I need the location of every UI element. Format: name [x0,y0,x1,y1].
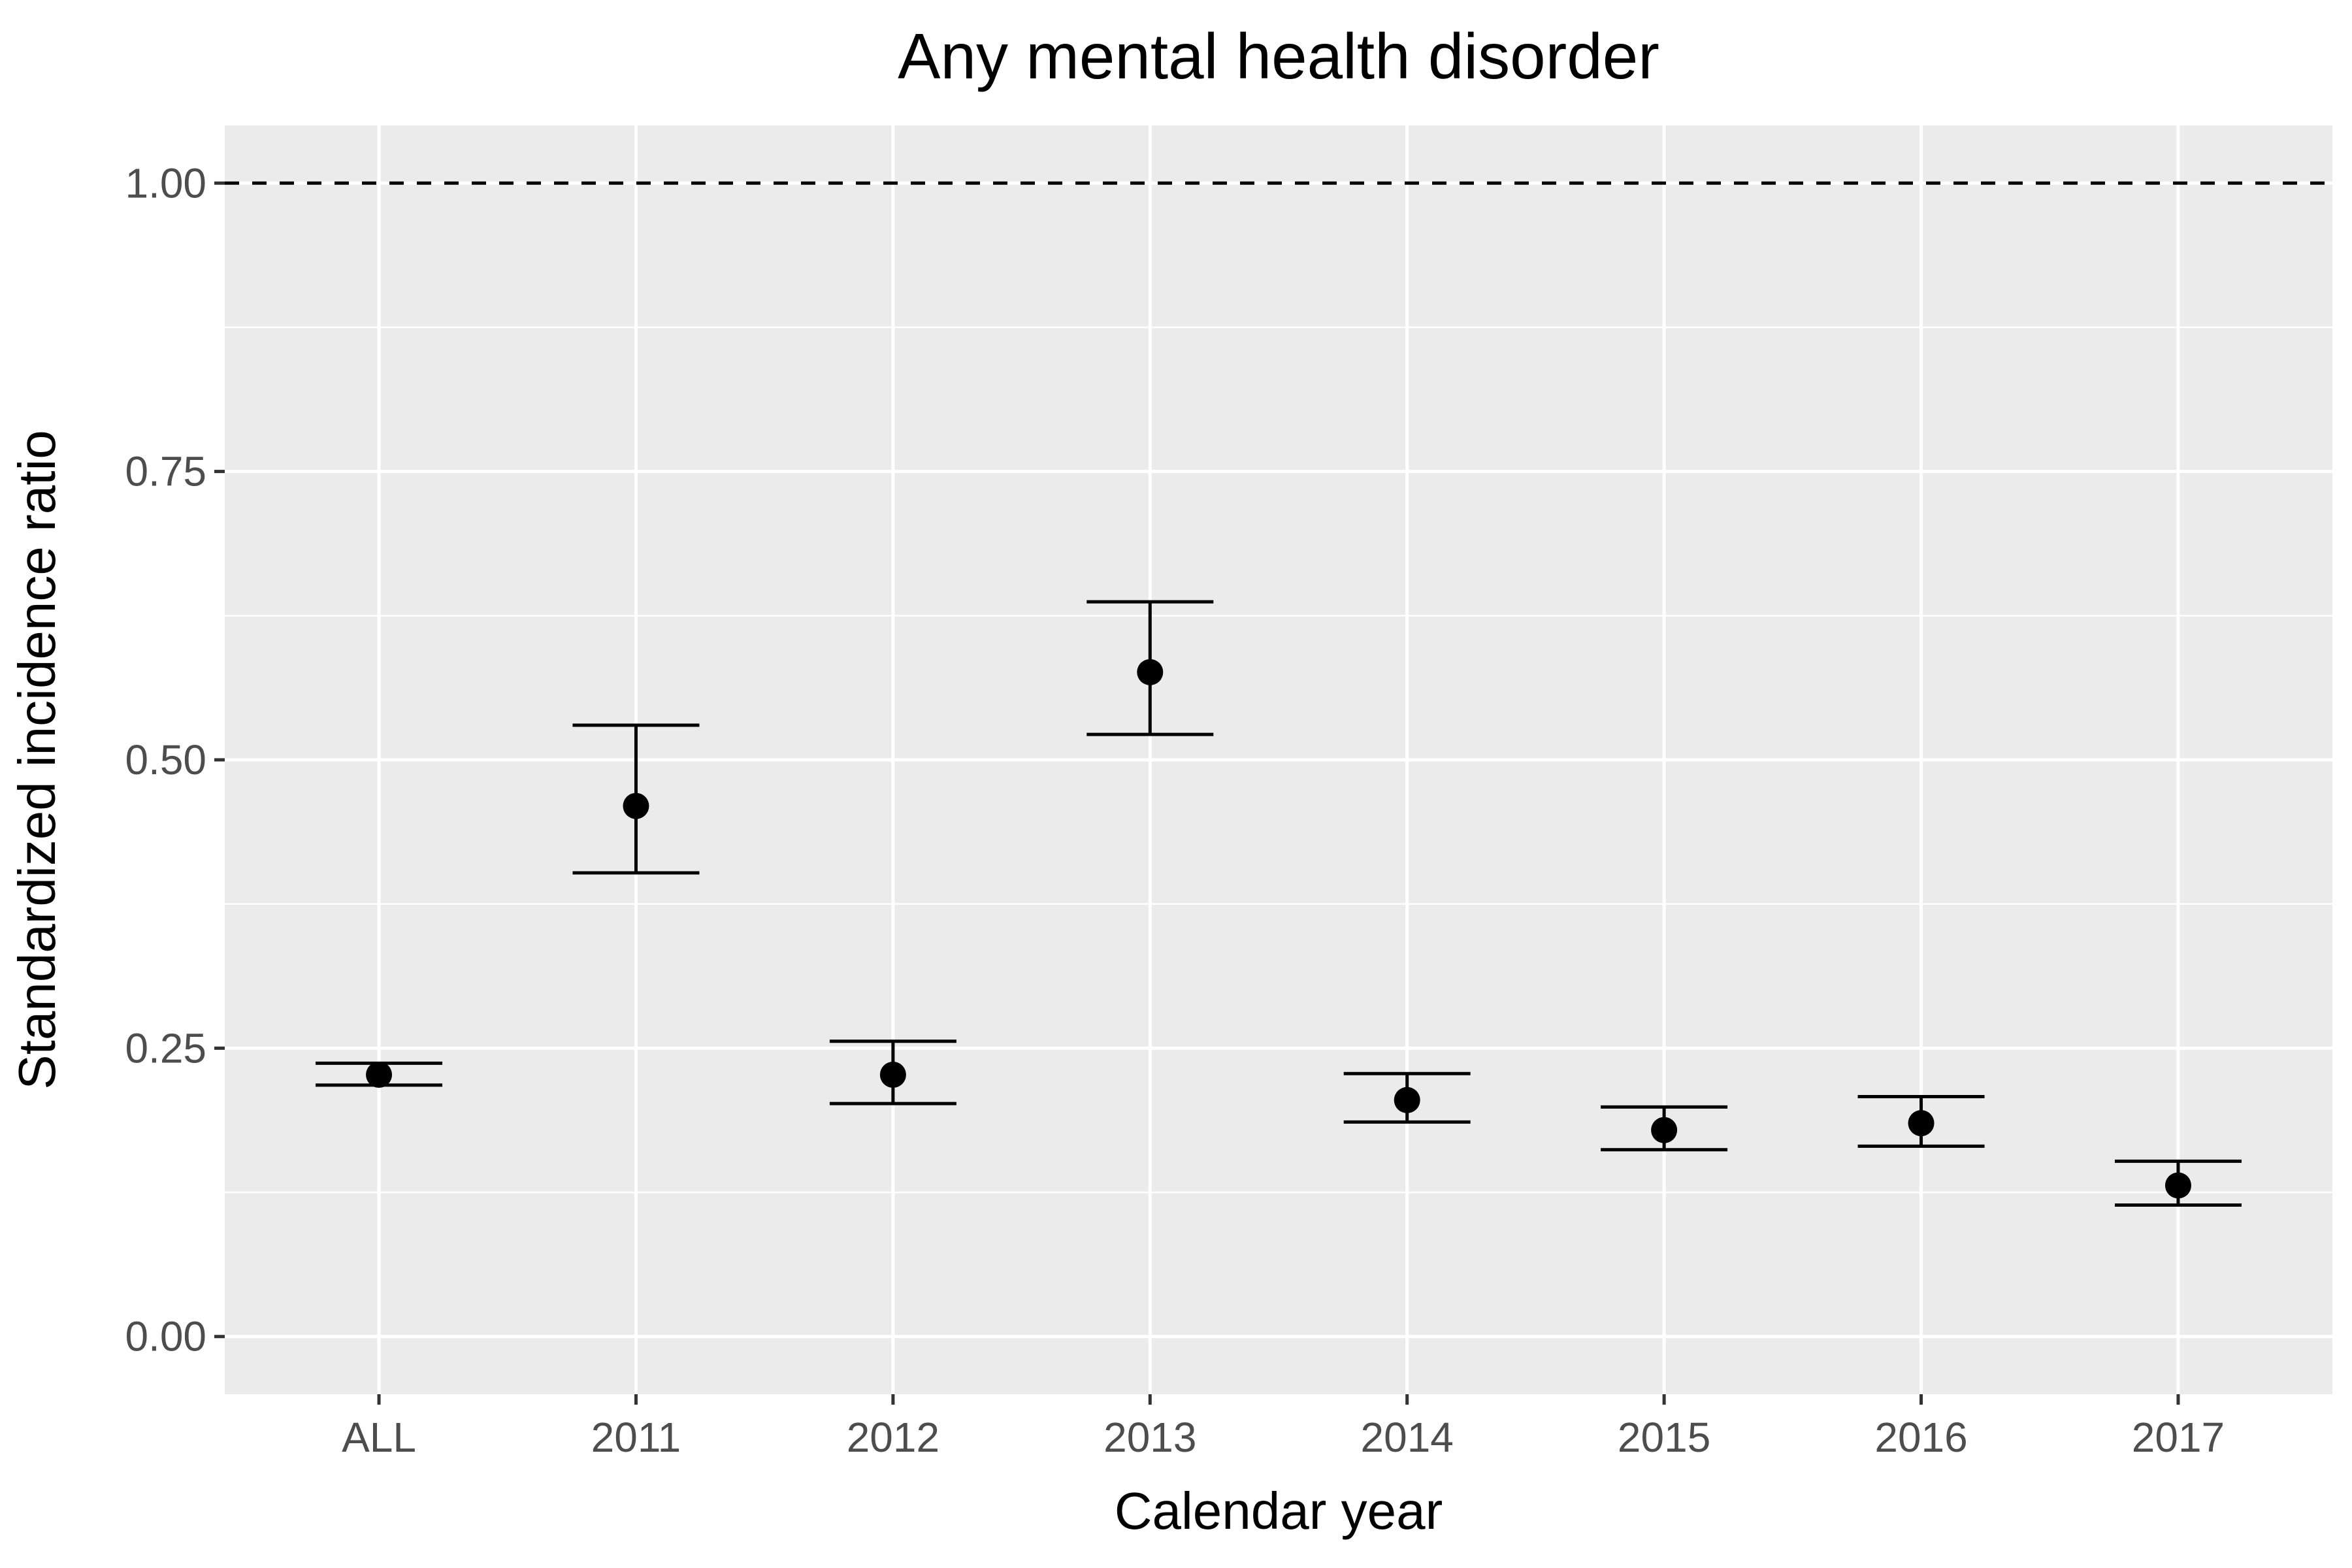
x-tick-label: 2016 [1874,1414,1967,1461]
x-tick-label: 2017 [2132,1414,2225,1461]
y-axis: 0.00 0.25 0.50 0.75 1.00 [125,159,225,1360]
data-point [879,1061,906,1088]
error-bar-group [2114,1159,2242,1207]
data-point [623,792,649,819]
y-tick-label: 0.75 [125,448,206,495]
y-tick-label: 0.25 [125,1024,206,1071]
x-tick-label: 2015 [1618,1414,1710,1461]
data-point [1651,1117,1678,1143]
error-bar-group [572,723,700,875]
data-point [366,1061,393,1088]
y-tick-label: 0.00 [125,1313,206,1360]
chart-title: Any mental health disorder [898,20,1659,92]
data-point [2164,1172,2191,1199]
data-point [1394,1086,1420,1113]
x-tick-label: 2014 [1361,1414,1454,1461]
error-bar-group [1086,600,1214,736]
error-bar-group [1343,1071,1471,1124]
error-bar-group [1857,1095,1985,1148]
y-tick-label: 1.00 [125,159,206,206]
y-axis-title: Standardized incidence ratio [8,430,66,1090]
x-tick-label: ALL [342,1414,416,1461]
data-point [1137,659,1164,685]
x-tick-label: 2011 [591,1414,681,1461]
x-axis: ALL 2011 2012 2013 2014 2015 2016 2017 [342,1394,2225,1461]
error-bar-group [829,1039,956,1105]
y-tick-label: 0.50 [125,736,206,783]
error-bar-group [1601,1105,1728,1152]
x-tick-label: 2013 [1103,1414,1196,1461]
data-point [1908,1110,1935,1137]
x-tick-label: 2012 [847,1414,939,1461]
data-marks [316,600,2242,1207]
error-bar-group [316,1061,443,1088]
x-axis-title: Calendar year [1115,1482,1443,1540]
minor-gridlines [225,326,2332,1194]
